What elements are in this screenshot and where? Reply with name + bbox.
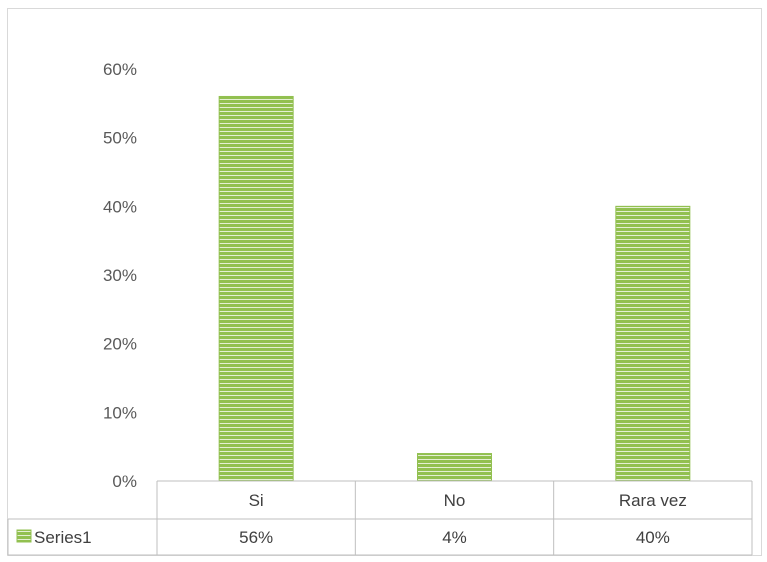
y-tick-label: 60%: [103, 60, 137, 79]
y-tick-label: 30%: [103, 266, 137, 285]
y-tick-label: 20%: [103, 335, 137, 354]
data-label: 56%: [239, 528, 273, 547]
data-label: 4%: [442, 528, 467, 547]
category-label: Si: [249, 491, 264, 510]
data-label: 40%: [636, 528, 670, 547]
y-tick-label: 40%: [103, 197, 137, 216]
category-label: Rara vez: [619, 491, 687, 510]
category-label: No: [444, 491, 466, 510]
y-axis-ticks: 0% 10% 20% 30% 40% 50% 60%: [103, 60, 137, 491]
series-name: Series1: [34, 528, 92, 547]
y-tick-label: 10%: [103, 403, 137, 422]
legend-swatch: [16, 529, 32, 543]
bar-rara-vez: [615, 205, 691, 482]
data-table: Si No Rara vez Series1 56% 4% 40%: [7, 480, 753, 556]
bar-si: [218, 95, 294, 482]
bars: [218, 95, 691, 482]
bar-no: [417, 453, 492, 482]
y-tick-label: 50%: [103, 129, 137, 148]
y-tick-label: 0%: [112, 472, 137, 491]
